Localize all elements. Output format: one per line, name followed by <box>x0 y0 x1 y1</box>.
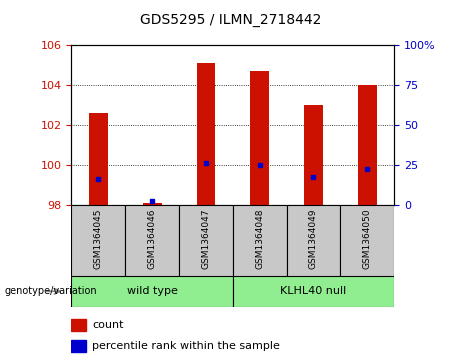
Bar <box>304 105 323 205</box>
Bar <box>125 205 179 276</box>
Text: GSM1364045: GSM1364045 <box>94 209 103 269</box>
Text: wild type: wild type <box>127 286 177 296</box>
Text: GDS5295 / ILMN_2718442: GDS5295 / ILMN_2718442 <box>140 13 321 27</box>
Bar <box>89 113 108 205</box>
Bar <box>71 319 86 331</box>
Bar <box>179 205 233 276</box>
Bar <box>71 340 86 351</box>
Bar <box>71 276 233 307</box>
Text: GSM1364048: GSM1364048 <box>255 209 264 269</box>
Text: GSM1364046: GSM1364046 <box>148 209 157 269</box>
Text: GSM1364050: GSM1364050 <box>363 209 372 269</box>
Bar <box>340 205 394 276</box>
Text: percentile rank within the sample: percentile rank within the sample <box>92 341 280 351</box>
Bar <box>233 205 287 276</box>
Text: genotype/variation: genotype/variation <box>5 286 97 296</box>
Bar <box>196 64 215 205</box>
Text: GSM1364049: GSM1364049 <box>309 209 318 269</box>
Bar <box>143 203 161 205</box>
Bar <box>358 85 377 205</box>
Text: GSM1364047: GSM1364047 <box>201 209 210 269</box>
Text: KLHL40 null: KLHL40 null <box>280 286 347 296</box>
Bar <box>233 276 394 307</box>
Bar <box>287 205 340 276</box>
Text: count: count <box>92 320 124 330</box>
Bar <box>71 205 125 276</box>
Bar <box>250 71 269 205</box>
